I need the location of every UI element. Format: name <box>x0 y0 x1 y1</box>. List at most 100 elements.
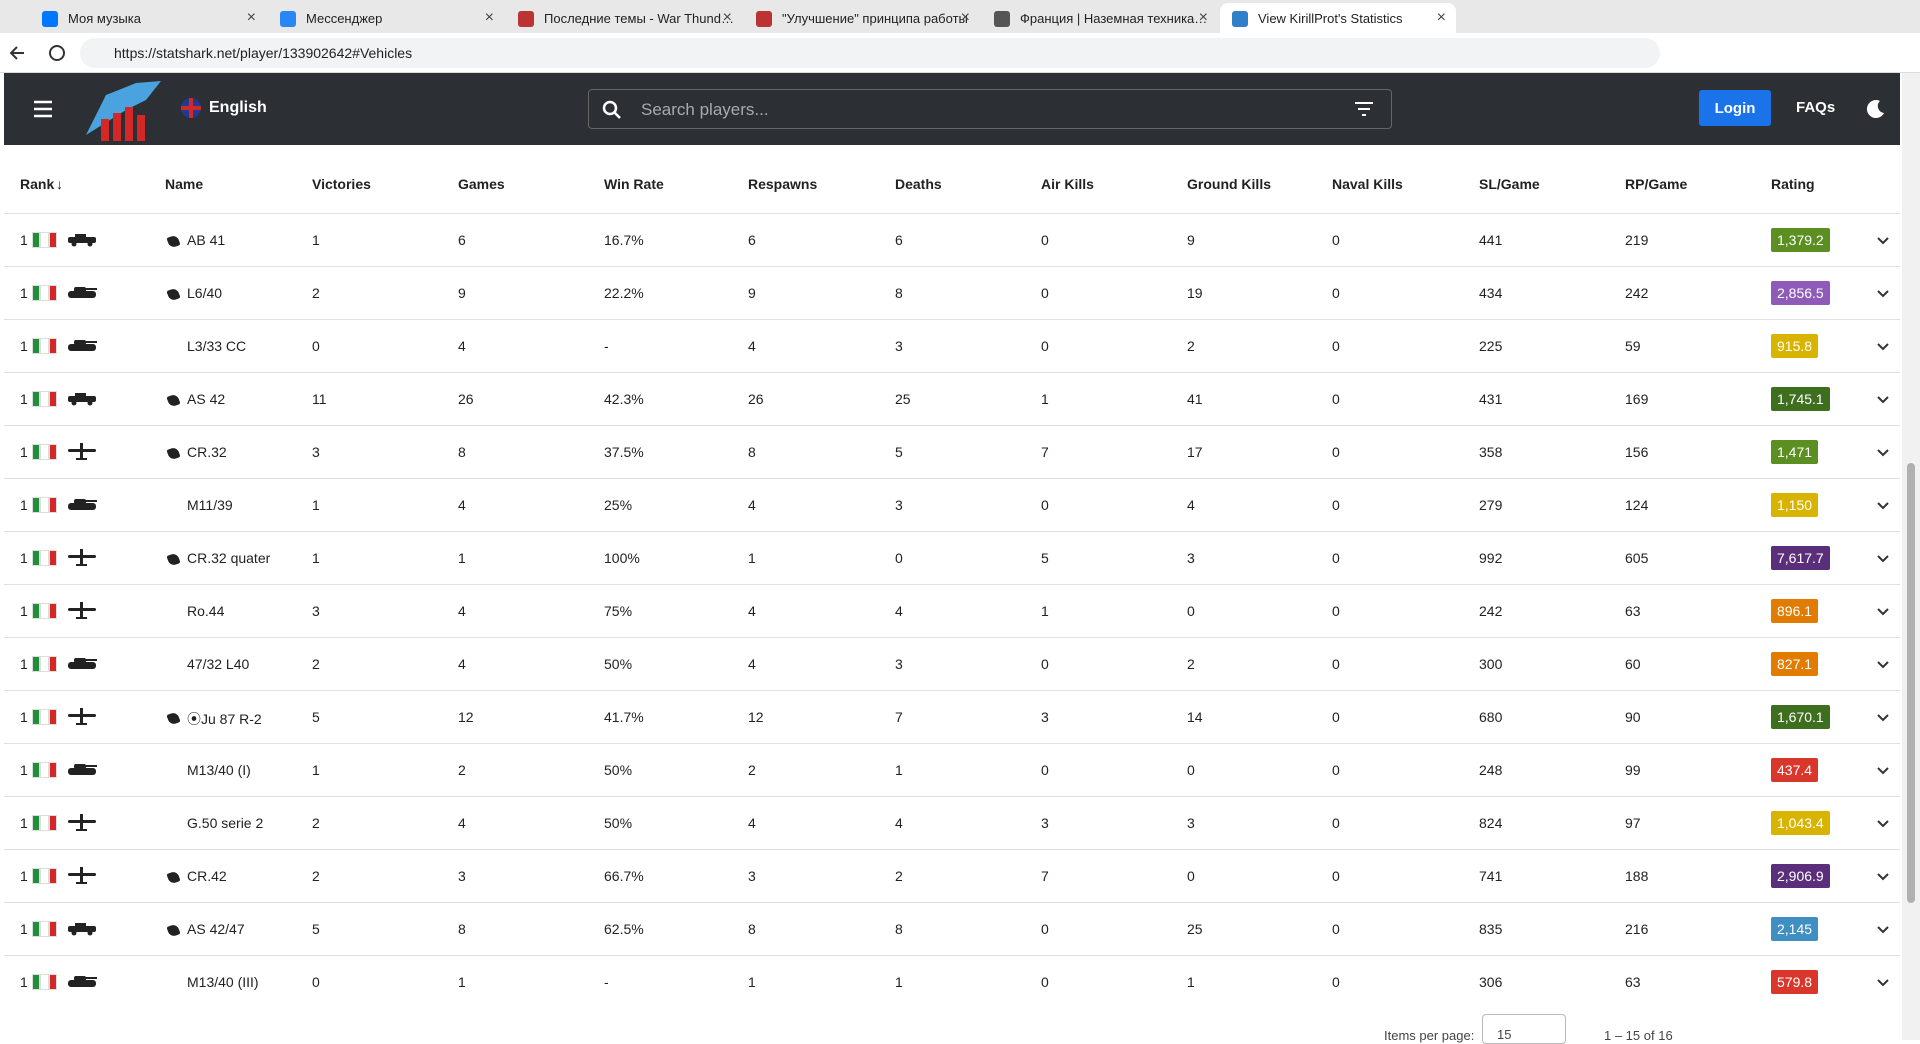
column-header[interactable]: Name <box>165 176 204 192</box>
flag-stripe <box>40 656 49 672</box>
tab[interactable]: View KirillProt's Statistics × <box>1220 3 1456 33</box>
tab-close[interactable]: × <box>484 9 494 26</box>
tab[interactable]: "Улучшение" принципа работы × <box>744 3 980 33</box>
stat: 169 <box>1625 391 1649 407</box>
stat: 25% <box>604 497 633 513</box>
table-row[interactable]: 1 M13/40 (III) 0 1 - 1 1 0 1 0 306 63 579.8 <box>4 955 1900 1008</box>
vehicle-name[interactable]: L6/40 <box>187 285 223 301</box>
expand-chevron[interactable] <box>1876 872 1890 882</box>
tab-close[interactable]: × <box>1198 9 1208 26</box>
search-input[interactable]: Search players... <box>588 89 1392 129</box>
url[interactable]: https://statshark.net/player/133902642#V… <box>80 38 1660 68</box>
tab-close[interactable]: × <box>722 9 732 26</box>
column-header[interactable]: SL/Game <box>1479 176 1540 192</box>
expand-chevron[interactable] <box>1876 554 1890 564</box>
table-row[interactable]: 1 M13/40 (I) 1 2 50% 2 1 0 0 0 248 99 437.4 <box>4 743 1900 796</box>
expand-chevron[interactable] <box>1876 342 1890 352</box>
column-header[interactable]: Naval Kills <box>1332 176 1403 192</box>
expand-chevron[interactable] <box>1876 236 1890 246</box>
language[interactable]: English <box>209 99 267 116</box>
tab-close[interactable]: × <box>960 9 970 26</box>
vehicle-name[interactable]: 47/32 L40 <box>187 656 250 672</box>
expand-chevron[interactable] <box>1876 395 1890 405</box>
nav-buttons[interactable] <box>10 43 70 63</box>
table-row[interactable]: 1 Ro.44 3 4 75% 4 4 1 0 0 242 63 896.1 <box>4 584 1900 637</box>
vehicle-name[interactable]: CR.32 <box>187 444 227 460</box>
vehicle-name[interactable]: ⦿Ju 87 R-2 <box>187 711 262 727</box>
vehicle-name[interactable]: AS 42/47 <box>187 921 245 937</box>
table-row[interactable]: 1 CR.32 3 8 37.5% 8 5 7 17 0 358 156 1,471 <box>4 425 1900 478</box>
expand-chevron[interactable] <box>1876 448 1890 458</box>
vehicle-name[interactable]: AB 41 <box>187 232 226 248</box>
tab-title[interactable]: Последние темы - War Thunder - <box>544 11 734 26</box>
filter-icon[interactable] <box>1354 101 1374 117</box>
vehicle-name[interactable]: CR.32 quater <box>187 550 271 566</box>
stat: 60 <box>1625 656 1641 672</box>
tab[interactable]: Мессенджер × <box>268 3 504 33</box>
vehicle-name[interactable]: G.50 serie 2 <box>187 815 264 831</box>
tab-title[interactable]: Франция | Наземная техника | W <box>1020 11 1210 26</box>
tab-title[interactable]: "Улучшение" принципа работы <box>782 11 968 26</box>
column-header[interactable]: Win Rate <box>604 176 664 192</box>
column-header[interactable]: Rank <box>20 176 55 192</box>
table-row[interactable]: 1 AB 41 1 6 16.7% 6 6 0 9 0 441 219 1,379.2 <box>4 213 1900 266</box>
tab-close[interactable]: × <box>246 9 256 26</box>
column-header[interactable]: RP/Game <box>1625 176 1688 192</box>
scrollbar[interactable] <box>1902 73 1920 1040</box>
sort-arrow[interactable]: ↓ <box>56 176 63 192</box>
table-row[interactable]: 1 CR.42 2 3 66.7% 3 2 7 0 0 741 188 2,906.9 <box>4 849 1900 902</box>
column-header[interactable]: Deaths <box>895 176 942 192</box>
items-per-page[interactable]: 15 <box>1497 1027 1512 1042</box>
expand-chevron[interactable] <box>1876 713 1890 723</box>
column-header[interactable]: Ground Kills <box>1187 176 1271 192</box>
tab-title[interactable]: View KirillProt's Statistics <box>1258 11 1403 26</box>
vehicle-name[interactable]: AS 42 <box>187 391 226 407</box>
expand-chevron[interactable] <box>1876 289 1890 299</box>
expand-chevron[interactable] <box>1876 819 1890 829</box>
table-row[interactable]: 1 47/32 L40 2 4 50% 4 3 0 2 0 300 60 827.1 <box>4 637 1900 690</box>
tab[interactable]: Франция | Наземная техника | W × <box>982 3 1218 33</box>
table-row[interactable]: 1 G.50 serie 2 2 4 50% 4 4 3 3 0 824 97 1,043.4 <box>4 796 1900 849</box>
table-row[interactable]: 1 ⦿Ju 87 R-2 5 12 41.7% 12 7 3 14 0 680 90 1,670.1 <box>4 690 1900 743</box>
vehicle-name[interactable]: M13/40 (III) <box>187 974 259 990</box>
expand-chevron[interactable] <box>1876 978 1890 988</box>
table-row[interactable]: 1 AS 42/47 5 8 62.5% 8 8 0 25 0 835 216 2,145 <box>4 902 1900 955</box>
column-header[interactable]: Rating <box>1771 176 1815 192</box>
scroll-thumb[interactable] <box>1907 463 1915 903</box>
vehicle-name[interactable]: Ro.44 <box>187 603 225 619</box>
expand-chevron[interactable] <box>1876 660 1890 670</box>
vehicle-type-icon <box>68 658 97 669</box>
stat: 1 <box>895 974 903 990</box>
tab-title[interactable]: Моя музыка <box>68 11 141 26</box>
tab[interactable]: Последние темы - War Thunder - × <box>506 3 742 33</box>
expand-chevron[interactable] <box>1876 607 1890 617</box>
stat: 0 <box>1187 603 1195 619</box>
vehicle-name[interactable]: M13/40 (I) <box>187 762 251 778</box>
vehicle-name[interactable]: CR.42 <box>187 868 227 884</box>
tab-close[interactable]: × <box>1436 9 1446 26</box>
expand-chevron[interactable] <box>1876 925 1890 935</box>
language-flag[interactable] <box>180 97 202 119</box>
tab[interactable]: Моя музыка × <box>30 3 266 33</box>
faqs-link[interactable]: FAQs <box>1796 99 1836 116</box>
theme-toggle[interactable] <box>1866 99 1886 119</box>
column-header[interactable]: Games <box>458 176 505 192</box>
table-row[interactable]: 1 L3/33 CC 0 4 - 4 3 0 2 0 225 59 915.8 <box>4 319 1900 372</box>
logo[interactable] <box>76 75 166 143</box>
table-row[interactable]: 1 M11/39 1 4 25% 4 3 0 4 0 279 124 1,150 <box>4 478 1900 531</box>
menu-button[interactable] <box>32 99 56 119</box>
login-button[interactable]: Login <box>1699 90 1771 126</box>
tab-title[interactable]: Мессенджер <box>306 11 383 26</box>
column-header[interactable]: Victories <box>312 176 371 192</box>
vehicle-name[interactable]: L3/33 CC <box>187 338 247 354</box>
flag-stripe <box>48 391 57 407</box>
column-header[interactable]: Air Kills <box>1041 176 1094 192</box>
column-header[interactable]: Respawns <box>748 176 818 192</box>
table-row[interactable]: 1 L6/40 2 9 22.2% 9 8 0 19 0 434 242 2,856.5 <box>4 266 1900 319</box>
table-row[interactable]: 1 AS 42 11 26 42.3% 26 25 1 41 0 431 169 1,745.1 <box>4 372 1900 425</box>
vehicle-type-icon <box>68 499 97 510</box>
expand-chevron[interactable] <box>1876 766 1890 776</box>
table-row[interactable]: 1 CR.32 quater 1 1 100% 1 0 5 3 0 992 605 7,617.7 <box>4 531 1900 584</box>
vehicle-name[interactable]: M11/39 <box>187 497 233 513</box>
expand-chevron[interactable] <box>1876 501 1890 511</box>
